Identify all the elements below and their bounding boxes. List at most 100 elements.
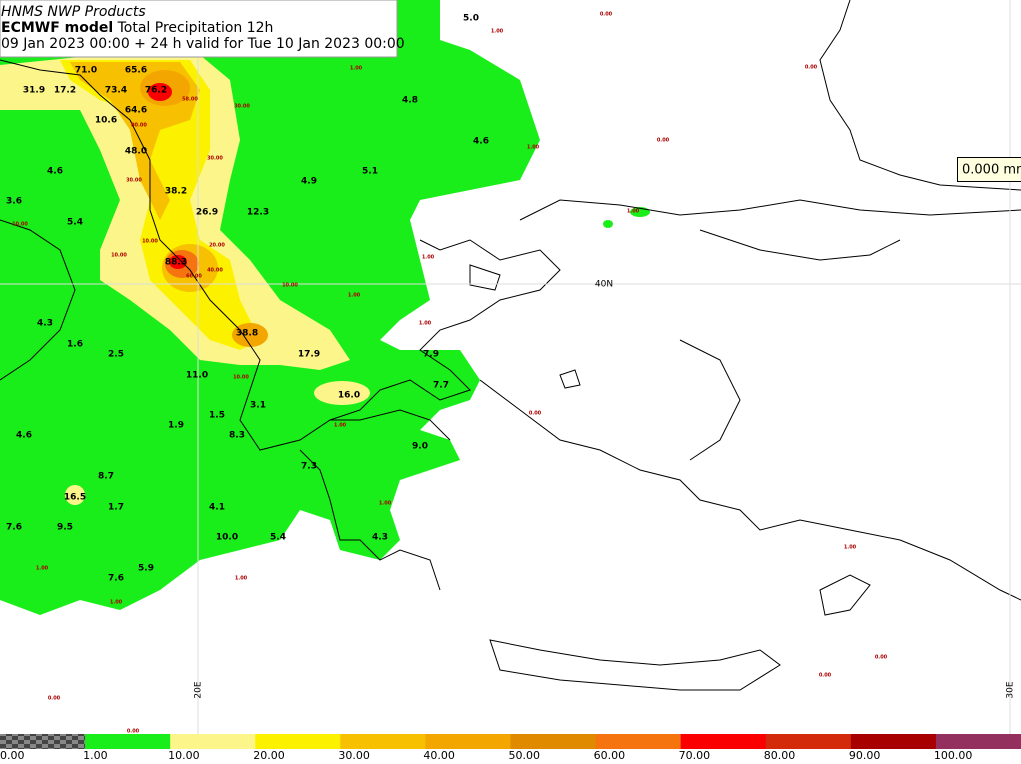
contour-label: 20.00 (209, 243, 225, 249)
precip-label: 7.6 (108, 574, 124, 584)
contour-label: 0.00 (600, 12, 613, 18)
precip-label: 73.4 (105, 86, 127, 96)
contour-label: 40.00 (207, 268, 223, 274)
precip-label: 1.7 (108, 503, 124, 513)
precip-label: 8.7 (98, 472, 114, 482)
precip-label: 5.0 (463, 14, 479, 24)
lat-label: 40N (595, 280, 613, 290)
precip-label: 10.0 (216, 533, 238, 543)
contour-label: 1.00 (348, 293, 361, 299)
contour-label: 58.00 (182, 97, 198, 103)
contour-label: 0.00 (529, 411, 542, 417)
contour-label: 0.00 (127, 729, 140, 735)
precip-label: 38.8 (236, 329, 258, 339)
precip-label: 88.3 (165, 258, 187, 268)
contour-label: 30.00 (234, 104, 250, 110)
colorbar-swatch (765, 734, 852, 749)
model: ECMWF model (1, 20, 113, 36)
colorbar-swatch (595, 734, 682, 749)
tooltip-box (957, 157, 1021, 182)
tooltip: 0.000 mm (957, 157, 1021, 182)
colorbar-label: 1.00 (83, 749, 108, 762)
contour-label: 10.00 (142, 239, 158, 245)
coastlines (0, 0, 1021, 691)
precip-label: 5.4 (270, 533, 286, 543)
precip-label: 38.2 (165, 187, 187, 197)
precip-label: 16.0 (338, 391, 360, 401)
precip-fields (0, 0, 650, 615)
contour-label: 1.00 (379, 501, 392, 507)
colorbar-label: 10.00 (168, 749, 200, 762)
contour-label: 30.00 (207, 156, 223, 162)
precip-label: 64.6 (125, 106, 147, 116)
precip-label: 5.4 (67, 218, 83, 228)
contour-label: 10.00 (282, 283, 298, 289)
precip-label: 1.5 (209, 411, 225, 421)
contour-label: 80.00 (131, 123, 147, 129)
value-labels: 5.0 71.0 65.6 31.9 17.2 73.4 76.2 4.8 64.6 10.6 4.… (6, 12, 888, 735)
contour-label: 10.00 (233, 375, 249, 381)
contour-label: 1.00 (36, 566, 49, 572)
colorbar-swatch (680, 734, 767, 749)
precip-label: 17.2 (54, 86, 76, 96)
colorbar-label: 90.00 (849, 749, 881, 762)
contour-label: 0.00 (805, 65, 818, 71)
precip-label: 4.8 (402, 96, 418, 106)
contour-label: 0.00 (819, 673, 832, 679)
precip-label: 1.9 (168, 421, 184, 431)
product: Total Precipitation 12h (117, 20, 274, 36)
colorbar-swatch (170, 734, 256, 749)
precip-label: 7.6 (6, 523, 22, 533)
precip-label: 12.3 (247, 208, 269, 218)
precip-label: 65.6 (125, 66, 147, 76)
colorbar-swatch (850, 734, 937, 749)
header-box (0, 0, 398, 58)
contour-label: 1.00 (419, 321, 432, 327)
colorbar-swatch (935, 734, 1021, 749)
colorbar-label: 20.00 (253, 749, 285, 762)
precip-label: 26.9 (196, 208, 218, 218)
precip-label: 4.3 (37, 319, 53, 329)
precip-label: 16.5 (64, 493, 86, 503)
tooltip-text: 0.000 mm (962, 163, 1021, 178)
colorbar-label: 30.00 (338, 749, 370, 762)
contour-label: 10.00 (111, 253, 127, 259)
colorbar-swatch (255, 734, 341, 749)
precip-label: 31.9 (23, 86, 45, 96)
graticule: 40N 20E 30E (0, 0, 1021, 734)
contour-label: 1.00 (627, 209, 640, 215)
contour-label: 1.00 (844, 545, 857, 551)
precip-label: 7.3 (301, 462, 317, 472)
lon-label: 30E (1006, 681, 1016, 698)
precip-label: 4.9 (301, 177, 317, 187)
contour-label: 1.00 (491, 29, 504, 35)
precip-label: 5.1 (362, 167, 378, 177)
precip-label: 17.9 (298, 350, 320, 360)
contour-label: 1.00 (110, 600, 123, 606)
contour-label: 30.00 (126, 178, 142, 184)
precip-label: 4.6 (47, 167, 63, 177)
precip-label: 1.6 (67, 340, 83, 350)
contour-label: 0.00 (48, 696, 61, 702)
contour-label: 60.00 (186, 274, 202, 280)
contour-label: 0.00 (657, 138, 670, 144)
precip-label: 4.6 (16, 431, 32, 441)
precip-label: 7.7 (433, 381, 449, 391)
contour-label: 0.00 (875, 655, 888, 661)
lon-label: 20E (194, 681, 204, 698)
precip-label: 9.0 (412, 442, 428, 452)
precip-label: 3.1 (250, 401, 266, 411)
colorbar-swatch (510, 734, 597, 749)
precip-label: 4.3 (372, 533, 388, 543)
header: HNMS NWP Products ECMWF model Total Prec… (0, 0, 405, 58)
colorbar-label: 60.00 (594, 749, 626, 762)
colorbar-swatch (85, 734, 171, 749)
colorbar-swatch (425, 734, 511, 749)
colorbar-label: 50.00 (509, 749, 541, 762)
precip-label: 11.0 (186, 371, 208, 381)
validity: 09 Jan 2023 00:00 + 24 h valid for Tue 1… (1, 36, 405, 52)
contour-label: 1.00 (334, 423, 347, 429)
precip-label: 4.1 (209, 503, 225, 513)
